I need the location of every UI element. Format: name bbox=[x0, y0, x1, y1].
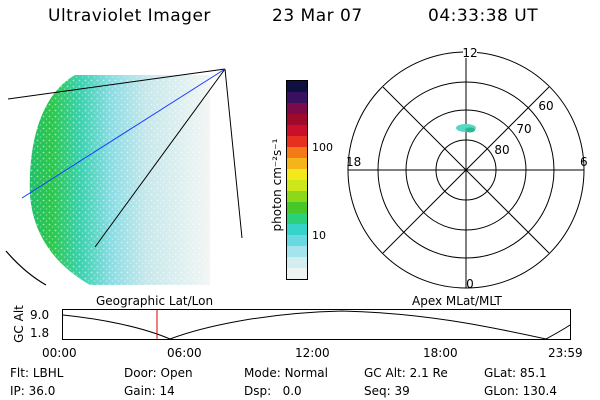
uv-image-panel bbox=[5, 68, 243, 286]
colorbar-segment bbox=[287, 136, 307, 147]
colorbar-segment bbox=[287, 268, 307, 279]
lat-label-80: 80 bbox=[494, 143, 509, 157]
colorbar-segment bbox=[287, 257, 307, 268]
orbit-xtick-2359: 23:59 bbox=[548, 346, 583, 360]
lat-label-60: 60 bbox=[538, 99, 553, 113]
polar-plot: 12 0 18 6 60 70 80 bbox=[346, 45, 588, 291]
colorbar-segment bbox=[287, 213, 307, 224]
colorbar-segment bbox=[287, 224, 307, 235]
orbit-strip bbox=[62, 309, 571, 340]
orbit-xtick-1200: 12:00 bbox=[295, 346, 330, 360]
lat-label-70: 70 bbox=[516, 122, 531, 136]
colorbar-segment bbox=[287, 103, 307, 114]
colorbar bbox=[286, 80, 308, 280]
view-line bbox=[224, 68, 243, 239]
colorbar-segment bbox=[287, 125, 307, 136]
orbit-ytick-top: 9.0 bbox=[30, 308, 50, 322]
mlt-label-0: 0 bbox=[466, 277, 474, 291]
time-label: 04:33:38 UT bbox=[428, 6, 539, 26]
colorbar-segment bbox=[287, 114, 307, 125]
orbit-xtick-0600: 06:00 bbox=[167, 346, 202, 360]
info-glon: GLon: 130.4 bbox=[484, 384, 557, 398]
mlt-label-12: 12 bbox=[462, 46, 477, 60]
info-glat: GLat: 85.1 bbox=[484, 366, 547, 380]
info-ip: IP: 36.0 bbox=[10, 384, 56, 398]
info-gain: Gain: 14 bbox=[124, 384, 175, 398]
colorbar-segment bbox=[287, 180, 307, 191]
altitude-curve bbox=[62, 310, 571, 340]
date-label: 23 Mar 07 bbox=[272, 6, 363, 26]
orbit-right-title: Apex MLat/MLT bbox=[412, 294, 502, 308]
colorbar-segment bbox=[287, 235, 307, 246]
view-line bbox=[94, 68, 226, 248]
info-dsp: Dsp: 0.0 bbox=[244, 384, 302, 398]
orbit-ylabel: GC Alt bbox=[12, 305, 26, 343]
terminator-line bbox=[21, 68, 226, 199]
colorbar-tick-10: 10 bbox=[312, 229, 326, 242]
colorbar-segment bbox=[287, 169, 307, 180]
limb-arc bbox=[5, 250, 47, 286]
colorbar-segment bbox=[287, 158, 307, 169]
auroral-emission bbox=[456, 124, 476, 133]
colorbar-segment bbox=[287, 147, 307, 158]
view-line bbox=[7, 68, 226, 100]
orbit-xtick-1800: 18:00 bbox=[423, 346, 458, 360]
orbit-ytick-bottom: 1.8 bbox=[30, 326, 50, 340]
info-gc-alt: GC Alt: 2.1 Re bbox=[364, 366, 448, 380]
colorbar-label: photon cm⁻²s⁻¹ bbox=[270, 138, 284, 232]
colorbar-segment bbox=[287, 191, 307, 202]
instrument-title: Ultraviolet Imager bbox=[48, 6, 211, 26]
mlt-label-18: 18 bbox=[346, 155, 361, 169]
colorbar-segment bbox=[287, 246, 307, 257]
info-flt: Flt: LBHL bbox=[10, 366, 64, 380]
orbit-left-title: Geographic Lat/Lon bbox=[96, 294, 214, 308]
info-seq: Seq: 39 bbox=[364, 384, 410, 398]
mlt-label-6: 6 bbox=[580, 155, 588, 169]
colorbar-segment bbox=[287, 81, 307, 92]
colorbar-segment bbox=[287, 92, 307, 103]
colorbar-segment bbox=[287, 202, 307, 213]
info-mode: Mode: Normal bbox=[244, 366, 328, 380]
info-door: Door: Open bbox=[124, 366, 193, 380]
colorbar-tick-100: 100 bbox=[312, 141, 333, 154]
orbit-xtick-0000: 00:00 bbox=[42, 346, 77, 360]
